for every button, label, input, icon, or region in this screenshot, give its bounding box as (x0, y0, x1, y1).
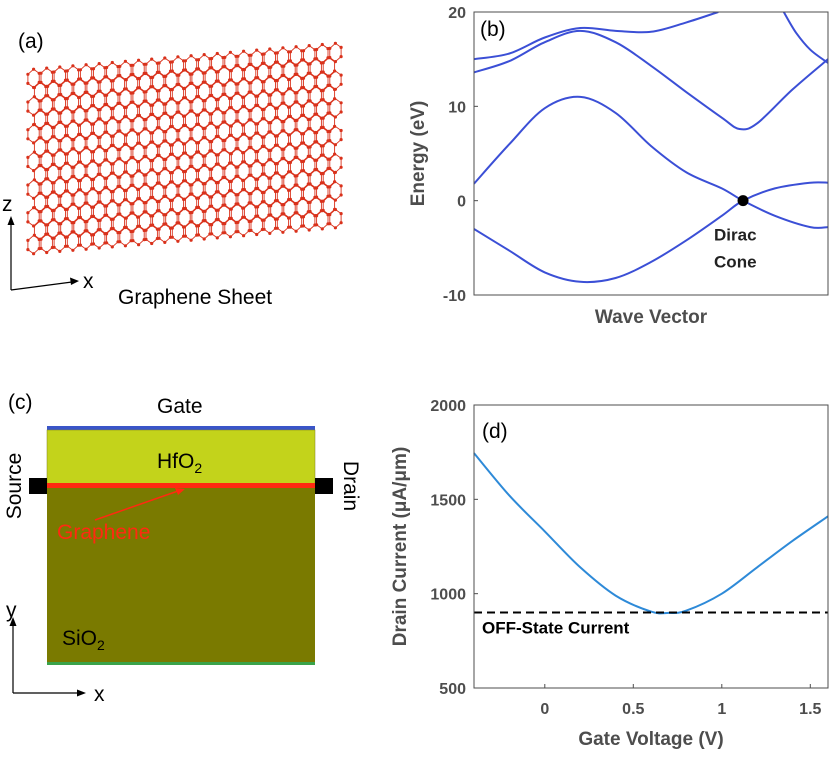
substrate-line (47, 662, 315, 665)
graphene-pointer-arrow (94, 488, 185, 521)
hfo2-label: HfO2 (157, 450, 202, 476)
axes-icon-a (7, 216, 79, 291)
y-tick-label-b: 20 (448, 5, 466, 22)
drain-current-line (473, 452, 829, 615)
axis-x-label-c: x (94, 683, 105, 706)
chart-b-frame (473, 11, 829, 296)
graphene-lattice (26, 41, 343, 256)
panel-b-label: (b) (480, 18, 506, 41)
band-line-band-4 (474, 12, 719, 61)
source-label: Source (3, 453, 26, 520)
band-line-band-1 (474, 181, 828, 284)
gate-electrode (47, 426, 315, 430)
source-contact (29, 478, 47, 494)
y-tick-label-d: 1000 (430, 587, 466, 604)
panel-d-label: (d) (482, 420, 508, 443)
y-tick-label-b: -10 (443, 288, 466, 305)
band-line-band-5 (782, 12, 828, 64)
x-tick-label-d: 1 (717, 701, 726, 718)
graphene-sheet-caption: Graphene Sheet (118, 286, 272, 309)
y-tick-label-b: 10 (448, 99, 466, 116)
x-tick-label-d: 0 (540, 701, 549, 718)
y-tick-label-d: 500 (439, 681, 466, 698)
graphene-channel (47, 483, 315, 488)
panel-d: OFF-State Current 0 0.5 1 1.5 500 1000 1500 2000… (390, 398, 829, 750)
x-tick-label-d: 1.5 (799, 701, 821, 718)
band-line-band-3 (474, 29, 828, 131)
x-axis-label-d: Gate Voltage (V) (578, 729, 723, 750)
sio2-layer (47, 488, 315, 663)
axis-x-label-a: x (83, 270, 94, 293)
band-line-band-2 (474, 95, 828, 229)
panel-a: (a) z x Graphene Sheet (2, 30, 343, 309)
dirac-cone-label-line1: Dirac (714, 226, 757, 245)
y-tick-label-b: 0 (457, 194, 466, 211)
axes-icon-c (9, 617, 86, 697)
panel-a-label: (a) (18, 30, 44, 53)
y-axis-label-d: Drain Current (μA/μm) (390, 447, 411, 647)
hfo2-layer (46, 429, 316, 487)
y-tick-label-d: 2000 (430, 398, 466, 415)
sio2-label: SiO2 (62, 627, 105, 653)
drain-label: Drain (339, 461, 362, 511)
panel-c: (c) Gate HfO2 SiO2 Source Drain Graphene… (3, 391, 362, 706)
drain-current-chart: OFF-State Current 0 0.5 1 1.5 500 1000 1500 2000… (390, 398, 829, 750)
x-axis-label-b: Wave Vector (595, 307, 708, 328)
gate-label: Gate (157, 395, 203, 418)
panel-c-label: (c) (8, 391, 33, 414)
y-tick-label-d: 1500 (430, 492, 466, 509)
lattice-atoms (26, 41, 343, 256)
axis-y-label: y (6, 599, 17, 622)
y-axis-label-b: Energy (eV) (408, 101, 429, 207)
dirac-point-marker (737, 195, 749, 207)
off-state-label: OFF-State Current (482, 619, 630, 638)
x-tick-label-d: 0.5 (622, 701, 644, 718)
dirac-cone-label-line2: Cone (714, 253, 757, 272)
graphene-label: Graphene (57, 521, 150, 544)
panel-b: -10 0 10 20 Energy (eV) Wave Vector (b) Dirac Co… (408, 5, 829, 328)
chart-d-frame (473, 404, 829, 689)
band-structure-chart: -10 0 10 20 Energy (eV) Wave Vector (b) Dirac Co… (408, 5, 829, 328)
axis-z-label: z (2, 193, 13, 216)
drain-contact (315, 478, 333, 494)
